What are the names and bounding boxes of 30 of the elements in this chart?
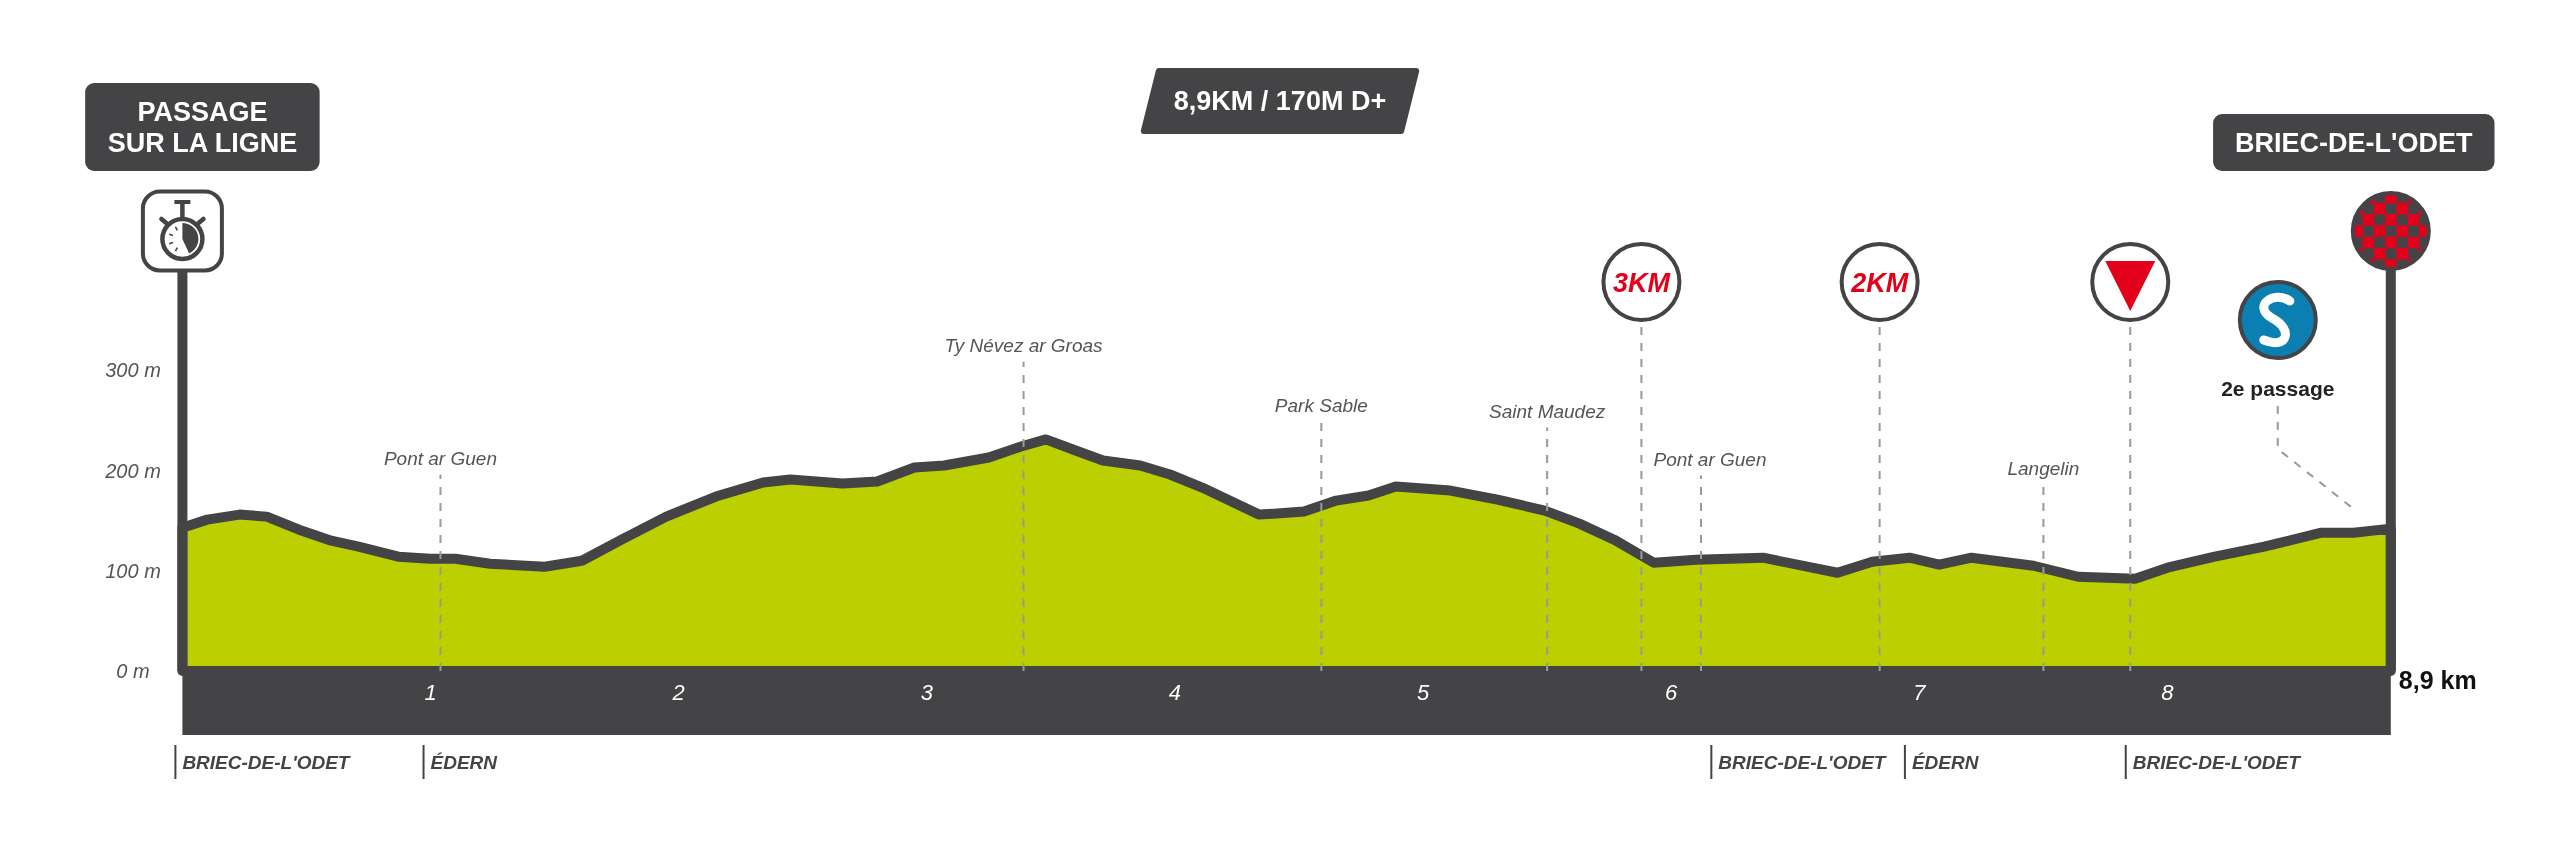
y-tick-label: 300 m (105, 359, 161, 382)
y-tick-label: 200 m (104, 459, 161, 482)
chart-title: 8,9KM / 170M D+ (1173, 86, 1387, 116)
y-tick-label: 0 m (116, 660, 150, 682)
text: ÉDERN (1911, 751, 1980, 773)
text: BRIEC-DE-L'ODET (2132, 751, 2302, 773)
ref-line-label: 3KM (1612, 268, 1671, 298)
text: ÉDERN (430, 751, 499, 773)
x-tick-label: 7 (1913, 679, 1927, 705)
text: PASSAGE SUR LA LIGNE (107, 96, 298, 158)
annotation: 2e passage (2221, 376, 2335, 400)
ref-line-label: Ty Névez ar Groas (944, 335, 1104, 357)
text: BRIEC-DE-L'ODET (182, 751, 351, 773)
annotation: 8,9 km (2398, 666, 2477, 694)
ref-line-label: Park Sable (1274, 395, 1368, 417)
x-tick-label: 4 (1168, 679, 1182, 705)
ref-line-label: Saint Maudez (1489, 401, 1606, 423)
x-tick-label: 5 (1416, 679, 1430, 705)
ref-line-label: 2KM (1850, 268, 1909, 298)
x-tick-label: 1 (424, 679, 437, 705)
ref-line-label: Pont ar Guen (383, 448, 497, 470)
ref-line-label: Langelin (2007, 457, 2080, 479)
text: BRIEC-DE-L'ODET (2235, 127, 2474, 158)
x-tick-label: 3 (920, 679, 934, 705)
ref-line-label: Pont ar Guen (1653, 449, 1767, 471)
x-tick-label: 8 (2161, 679, 2175, 705)
y-tick-label: 100 m (105, 559, 161, 582)
x-tick-label: 6 (1665, 679, 1679, 705)
text: BRIEC-DE-L'ODET (1718, 751, 1887, 773)
x-tick-label: 2 (671, 679, 685, 705)
